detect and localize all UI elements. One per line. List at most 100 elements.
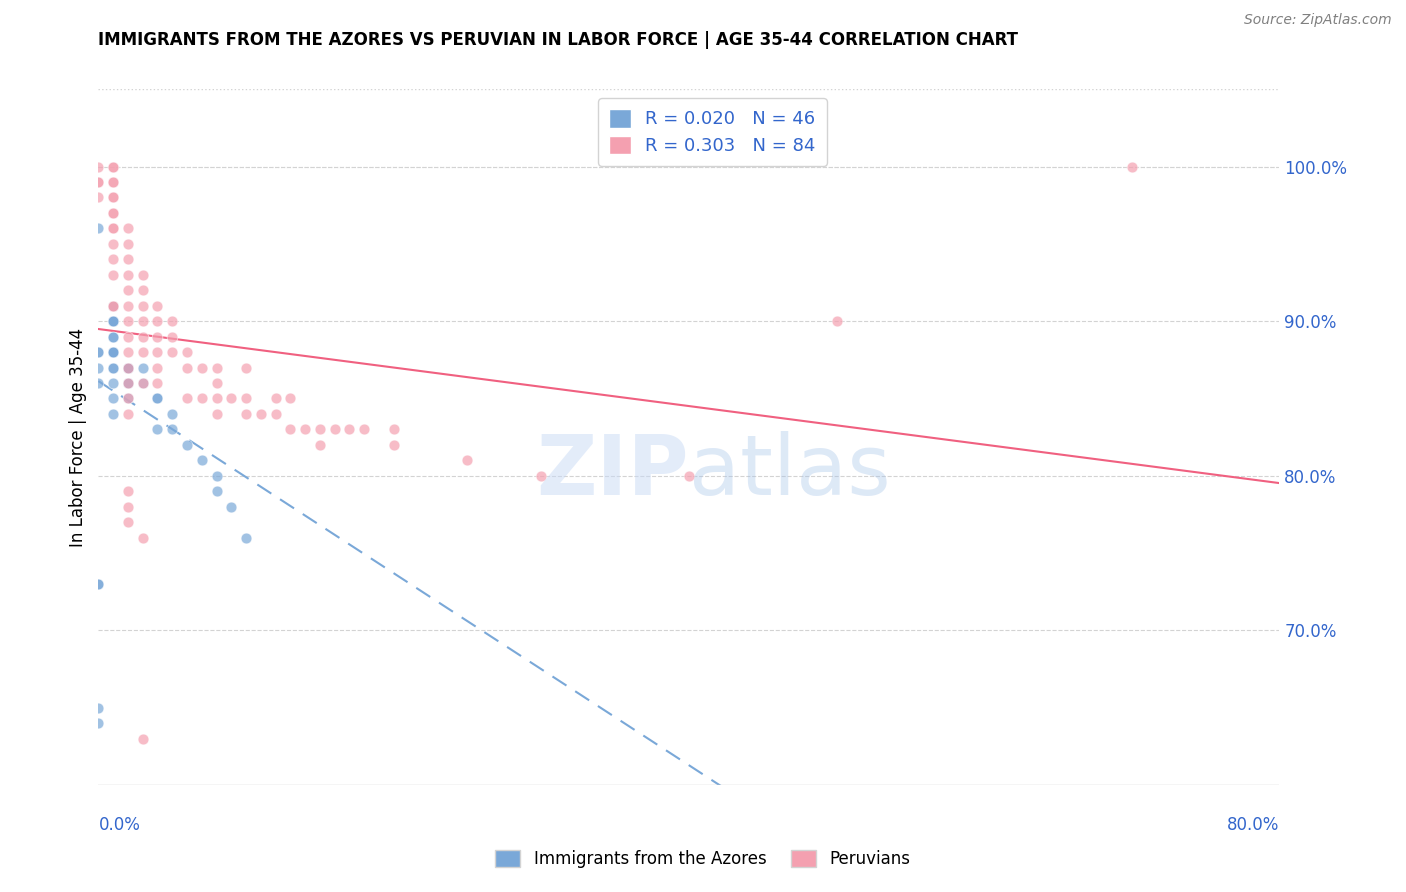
Point [103, 345, 125, 359]
Point [456, 453, 478, 467]
Point [117, 329, 139, 343]
Point [235, 360, 257, 375]
Point [132, 345, 155, 359]
Point [103, 345, 125, 359]
Point [103, 407, 125, 421]
Text: 80.0%: 80.0% [1227, 816, 1279, 834]
Point [117, 376, 139, 390]
Point [382, 422, 405, 436]
Point [87, 175, 110, 189]
Point [87, 577, 110, 591]
Point [162, 407, 183, 421]
Point [117, 221, 139, 235]
Point [103, 268, 125, 282]
Point [103, 299, 125, 313]
Point [205, 392, 228, 406]
Point [117, 376, 139, 390]
Point [87, 221, 110, 235]
Point [205, 484, 228, 499]
Point [146, 360, 169, 375]
Point [103, 329, 125, 343]
Point [219, 392, 242, 406]
Point [117, 360, 139, 375]
Point [117, 345, 139, 359]
Point [103, 206, 125, 220]
Point [146, 345, 169, 359]
Point [103, 299, 125, 313]
Point [103, 175, 125, 189]
Point [132, 283, 155, 297]
Text: Source: ZipAtlas.com: Source: ZipAtlas.com [1244, 13, 1392, 28]
Text: atlas: atlas [689, 432, 890, 512]
Point [205, 468, 228, 483]
Point [103, 190, 125, 204]
Point [103, 314, 125, 328]
Point [87, 360, 110, 375]
Point [132, 268, 155, 282]
Point [323, 422, 346, 436]
Point [103, 221, 125, 235]
Point [294, 422, 316, 436]
Point [87, 175, 110, 189]
Point [278, 422, 302, 436]
Point [117, 314, 139, 328]
Point [117, 268, 139, 282]
Point [103, 345, 125, 359]
Point [146, 422, 169, 436]
Point [235, 392, 257, 406]
Legend: R = 0.020   N = 46, R = 0.303   N = 84: R = 0.020 N = 46, R = 0.303 N = 84 [599, 98, 827, 166]
Point [117, 360, 139, 375]
Point [146, 376, 169, 390]
Point [309, 422, 332, 436]
Point [235, 531, 257, 545]
Point [132, 360, 155, 375]
Point [87, 716, 110, 731]
Point [235, 407, 257, 421]
Point [353, 422, 375, 436]
Point [117, 236, 139, 251]
Point [117, 407, 139, 421]
Point [117, 283, 139, 297]
Point [117, 500, 139, 514]
Point [205, 360, 228, 375]
Point [162, 422, 183, 436]
Point [103, 360, 125, 375]
Point [264, 392, 287, 406]
Point [87, 160, 110, 174]
Point [103, 345, 125, 359]
Point [678, 468, 700, 483]
Point [146, 299, 169, 313]
Point [103, 236, 125, 251]
Point [103, 252, 125, 267]
Point [117, 392, 139, 406]
Point [191, 392, 214, 406]
Point [146, 392, 169, 406]
Point [103, 392, 125, 406]
Point [87, 577, 110, 591]
Point [87, 376, 110, 390]
Point [250, 407, 273, 421]
Point [132, 531, 155, 545]
Point [176, 392, 198, 406]
Point [146, 329, 169, 343]
Text: 0.0%: 0.0% [98, 816, 141, 834]
Point [103, 160, 125, 174]
Point [103, 329, 125, 343]
Point [103, 299, 125, 313]
Point [205, 407, 228, 421]
Point [278, 392, 302, 406]
Point [103, 314, 125, 328]
Point [103, 314, 125, 328]
Legend: Immigrants from the Azores, Peruvians: Immigrants from the Azores, Peruvians [489, 843, 917, 875]
Point [103, 221, 125, 235]
Point [132, 299, 155, 313]
Point [176, 345, 198, 359]
Point [117, 360, 139, 375]
Point [103, 206, 125, 220]
Point [117, 515, 139, 529]
Point [117, 299, 139, 313]
Point [87, 345, 110, 359]
Point [162, 314, 183, 328]
Point [87, 700, 110, 714]
Point [117, 376, 139, 390]
